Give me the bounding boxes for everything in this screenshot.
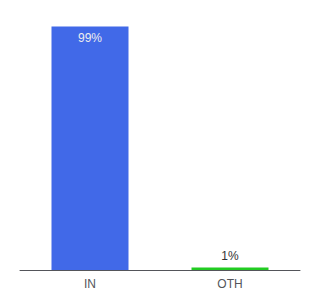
svg-text:1%: 1% — [221, 249, 239, 263]
svg-text:IN: IN — [84, 277, 96, 291]
svg-text:99%: 99% — [78, 31, 102, 45]
svg-text:OTH: OTH — [217, 277, 242, 291]
